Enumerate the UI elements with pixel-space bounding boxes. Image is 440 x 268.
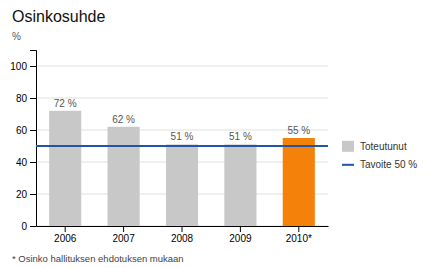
y-tick-mark bbox=[30, 194, 36, 195]
x-axis: 2006 2007 2008 2009 2010* bbox=[37, 226, 329, 244]
y-tick-mark bbox=[30, 130, 36, 131]
y-tick-mark bbox=[30, 98, 36, 99]
y-tick-label: 60 bbox=[16, 125, 28, 136]
y-tick-label: 80 bbox=[16, 93, 28, 104]
data-label: 72 % bbox=[54, 98, 77, 109]
x-tick-mark bbox=[123, 226, 124, 232]
y-tick-mark bbox=[30, 162, 36, 163]
grid bbox=[36, 66, 328, 226]
y-axis: 0 20 40 60 80 100 bbox=[10, 51, 36, 232]
x-tick-mark bbox=[298, 226, 299, 232]
legend-swatch bbox=[342, 164, 354, 166]
y-tick: 40 bbox=[16, 157, 36, 168]
y-tick: 80 bbox=[16, 93, 36, 104]
footnote: * Osinko hallituksen ehdotuksen mukaan bbox=[12, 253, 184, 264]
y-tick-label: 40 bbox=[16, 157, 28, 168]
data-labels: 72 % 62 % 51 % 51 % 55 % bbox=[54, 98, 311, 143]
y-axis-title: % bbox=[12, 31, 21, 42]
y-tick: 0 bbox=[21, 221, 36, 232]
legend: Toteutunut Tavoite 50 % bbox=[342, 141, 417, 171]
grid-line bbox=[36, 66, 328, 67]
title: Osinkosuhde bbox=[12, 8, 105, 25]
x-tick: 2006 bbox=[54, 226, 77, 244]
x-tick: 2010* bbox=[286, 226, 312, 244]
legend-item: Toteutunut bbox=[342, 141, 407, 153]
target-line bbox=[36, 145, 328, 147]
x-tick-label: 2010* bbox=[286, 233, 312, 244]
bar bbox=[49, 111, 81, 226]
chart: 0 20 40 60 80 100 2006 2007 2008 2009 2010* 72 % 62 … bbox=[0, 0, 440, 268]
x-tick-label: 2009 bbox=[229, 233, 252, 244]
x-tick-label: 2006 bbox=[54, 233, 77, 244]
bar bbox=[224, 144, 256, 226]
y-tick: 60 bbox=[16, 125, 36, 136]
x-tick: 2009 bbox=[229, 226, 252, 244]
plot: 0 20 40 60 80 100 2006 2007 2008 2009 2010* 72 % 62 … bbox=[10, 51, 328, 245]
data-label: 62 % bbox=[112, 114, 135, 125]
data-label: 55 % bbox=[287, 125, 310, 136]
data-label: 51 % bbox=[229, 131, 252, 142]
legend-swatch bbox=[342, 141, 354, 152]
x-tick: 2007 bbox=[112, 226, 135, 244]
bar bbox=[108, 127, 140, 226]
x-tick: 2008 bbox=[171, 226, 194, 244]
x-tick-label: 2008 bbox=[171, 233, 194, 244]
y-tick: 20 bbox=[16, 189, 36, 200]
y-tick-mark bbox=[30, 66, 36, 67]
y-tick: 100 bbox=[10, 61, 36, 72]
data-label: 51 % bbox=[171, 131, 194, 142]
bar bbox=[283, 138, 315, 226]
y-tick-label: 0 bbox=[21, 221, 27, 232]
y-tick-label: 100 bbox=[10, 61, 27, 72]
x-tick-label: 2007 bbox=[112, 233, 135, 244]
bar bbox=[166, 144, 198, 226]
y-tick-mark bbox=[30, 226, 36, 227]
marks bbox=[36, 111, 328, 226]
legend-item: Tavoite 50 % bbox=[342, 159, 417, 170]
legend-label: Tavoite 50 % bbox=[360, 159, 417, 170]
x-tick-mark bbox=[65, 226, 66, 232]
y-tick-label: 20 bbox=[16, 189, 28, 200]
x-tick-mark bbox=[182, 226, 183, 232]
x-tick-mark bbox=[240, 226, 241, 232]
legend-label: Toteutunut bbox=[360, 141, 407, 152]
grid-line bbox=[36, 98, 328, 99]
y-axis-line bbox=[30, 51, 37, 227]
